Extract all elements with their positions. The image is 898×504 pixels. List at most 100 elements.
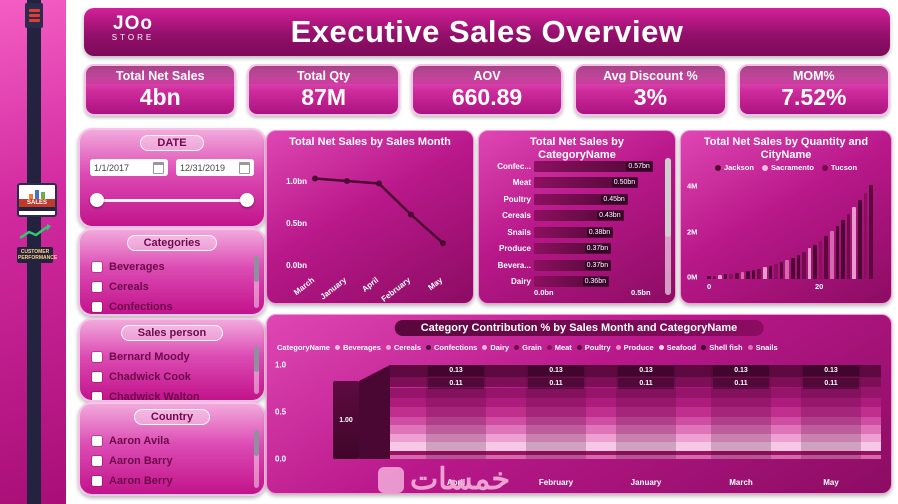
column-bar[interactable] (707, 276, 711, 279)
column-bar[interactable] (824, 236, 829, 279)
salesperson-option[interactable]: Chadwick Cook (92, 367, 254, 387)
salesperson-option[interactable]: Bernard Moody (92, 347, 254, 367)
bar-row[interactable]: Confec... 0.57bn (485, 158, 659, 175)
column-bar[interactable] (863, 193, 868, 279)
checkbox[interactable] (92, 282, 102, 292)
data-point-marker[interactable] (440, 240, 446, 247)
legend-item[interactable]: Poultry (576, 343, 611, 352)
column-bar[interactable] (740, 272, 745, 279)
legend-item[interactable]: Confections (426, 343, 477, 352)
data-point-marker[interactable] (408, 211, 414, 218)
column-bar[interactable] (852, 206, 857, 279)
slider-handle-end[interactable] (240, 193, 254, 207)
legend-item[interactable]: Meat (546, 343, 572, 352)
column-bar[interactable] (785, 259, 789, 279)
ribbon-band[interactable] (390, 416, 881, 426)
country-option[interactable]: Aaron Avila (92, 431, 254, 451)
menu-icon[interactable] (25, 3, 43, 28)
line-chart-plot[interactable]: 1.0bn 0.5bn 0.0bn March January April February… (267, 157, 473, 303)
bar-row[interactable]: Snails 0.38bn (485, 224, 659, 241)
bar-row[interactable]: Poultry 0.45bn (485, 191, 659, 208)
bar-row[interactable]: Bevera... 0.37bn (485, 257, 659, 274)
scrollbar-thumb[interactable] (254, 256, 259, 282)
column-bar[interactable] (835, 225, 840, 279)
legend-item[interactable]: Tucson (821, 163, 857, 172)
column-bar[interactable] (774, 264, 778, 279)
bar[interactable]: 0.43bn (534, 210, 624, 222)
category-option[interactable]: Beverages (92, 257, 254, 277)
data-point-marker[interactable] (376, 180, 382, 187)
column-bar[interactable] (841, 219, 845, 279)
checkbox[interactable] (92, 352, 102, 362)
bar[interactable]: 0.45bn (534, 193, 628, 205)
checkbox[interactable] (92, 456, 102, 466)
legend-item[interactable]: Beverages (334, 343, 381, 352)
column-bar[interactable] (818, 240, 823, 279)
data-point-marker[interactable] (344, 178, 350, 184)
checkbox[interactable] (92, 262, 102, 272)
scrollbar[interactable] (254, 430, 259, 488)
bar[interactable]: 0.36bn (534, 276, 609, 288)
salesperson-option[interactable]: Chadwick Walton (92, 387, 254, 400)
column-bar[interactable] (723, 274, 728, 279)
checkbox[interactable] (92, 476, 102, 486)
ribbon-band[interactable] (390, 455, 881, 459)
column-bar[interactable] (790, 257, 795, 279)
scrollbar-thumb[interactable] (254, 346, 259, 372)
column-bar[interactable] (768, 265, 773, 279)
ribbon-band[interactable] (390, 407, 881, 417)
bar[interactable]: 0.57bn (534, 160, 653, 172)
checkbox[interactable] (92, 436, 102, 446)
country-option[interactable]: Aaron Berry (92, 471, 254, 491)
ribbon-band[interactable] (390, 387, 881, 398)
column-bar[interactable] (858, 199, 862, 279)
bar[interactable]: 0.38bn (534, 226, 614, 238)
checkbox[interactable] (92, 372, 102, 382)
column-bar[interactable] (869, 184, 873, 279)
column-bar[interactable] (846, 213, 851, 279)
column-bar[interactable] (734, 273, 739, 279)
legend-item[interactable]: Shell fish (701, 343, 743, 352)
bar-row[interactable]: Dairy 0.36bn (485, 274, 659, 291)
scrollbar[interactable] (254, 346, 259, 394)
checkbox[interactable] (92, 392, 102, 400)
bar-row[interactable]: Cereals 0.43bn (485, 208, 659, 225)
legend-item[interactable]: Snails (747, 343, 778, 352)
column-bar[interactable] (779, 262, 784, 279)
bar-row[interactable]: Produce 0.37bn (485, 241, 659, 258)
country-option[interactable]: Aaron Barry (92, 451, 254, 471)
ribbon-band[interactable] (390, 397, 881, 408)
column-bar[interactable] (729, 273, 733, 279)
data-point-marker[interactable] (312, 175, 318, 182)
slider-handle-start[interactable] (90, 193, 104, 207)
column-bar[interactable] (830, 231, 834, 279)
legend-item[interactable]: Sacramento (761, 163, 814, 172)
legend-item[interactable]: Cereals (385, 343, 421, 352)
ribbon-band[interactable] (390, 442, 881, 451)
date-end-input[interactable]: 12/31/2019 (176, 159, 254, 176)
nav-customer-performance[interactable]: CUSTOMER PERFORMANCE (17, 224, 57, 268)
bar[interactable]: 0.37bn (534, 243, 612, 255)
legend-item[interactable]: Seafood (658, 343, 696, 352)
column-bar[interactable] (751, 270, 756, 279)
legend-item[interactable]: Dairy (482, 343, 509, 352)
ribbon-band[interactable] (390, 425, 881, 434)
ribbon-band[interactable] (390, 450, 881, 456)
column-bar[interactable] (718, 275, 722, 279)
legend-item[interactable]: Jackson (714, 163, 754, 172)
column-bar[interactable] (746, 271, 750, 279)
bar[interactable]: 0.50bn (534, 177, 639, 189)
scrollbar[interactable] (665, 158, 671, 295)
nav-sales-dashboard[interactable]: SALES (17, 183, 57, 217)
column-bar[interactable] (762, 267, 767, 279)
category-option[interactable]: Cereals (92, 277, 254, 297)
checkbox[interactable] (92, 302, 102, 312)
column-bar[interactable] (813, 244, 817, 279)
scrollbar[interactable] (254, 256, 259, 308)
legend-item[interactable]: Produce (615, 343, 654, 352)
date-start-input[interactable]: 1/1/2017 (90, 159, 168, 176)
ribbon-band[interactable] (390, 377, 881, 388)
category-option[interactable]: Confections (92, 297, 254, 314)
bar-row[interactable]: Meat 0.50bn (485, 175, 659, 192)
legend-item[interactable]: Grain (514, 343, 542, 352)
